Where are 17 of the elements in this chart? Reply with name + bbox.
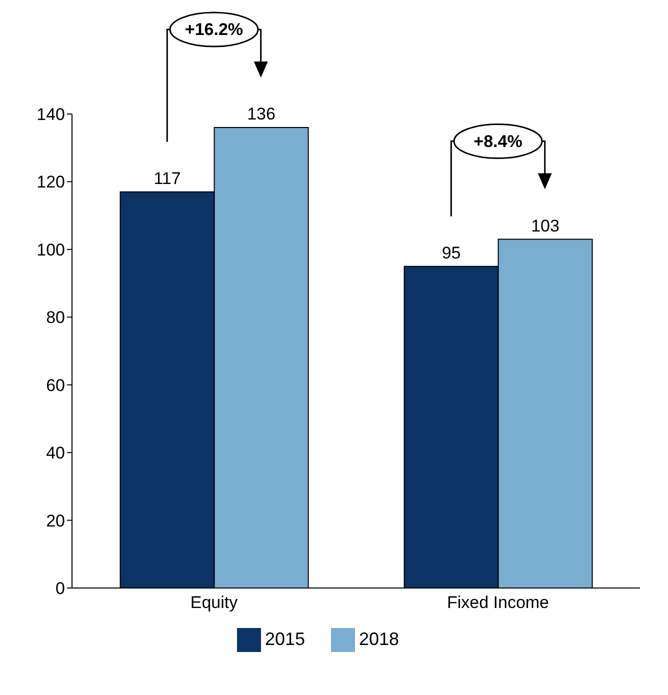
- y-tick-label: 100: [36, 240, 65, 260]
- y-tick-label: 120: [36, 172, 65, 192]
- y-tick-label: 140: [36, 105, 65, 124]
- data-label: 95: [442, 243, 461, 262]
- legend-label: 2018: [359, 628, 400, 649]
- data-label: 136: [247, 104, 276, 124]
- x-tick-label: Equity: [190, 593, 238, 612]
- y-tick-label: 60: [46, 376, 65, 395]
- y-tick-label: 80: [46, 308, 65, 328]
- data-label: 103: [531, 216, 560, 236]
- x-tick-label: Fixed Income: [446, 593, 550, 612]
- data-label: 117: [154, 168, 181, 188]
- y-tick-label: 0: [56, 579, 65, 598]
- annotation: +8.4%: [474, 132, 522, 151]
- legend-label: 2015: [264, 628, 305, 649]
- y-tick-label: 20: [46, 511, 65, 530]
- y-tick-label: 40: [46, 444, 65, 463]
